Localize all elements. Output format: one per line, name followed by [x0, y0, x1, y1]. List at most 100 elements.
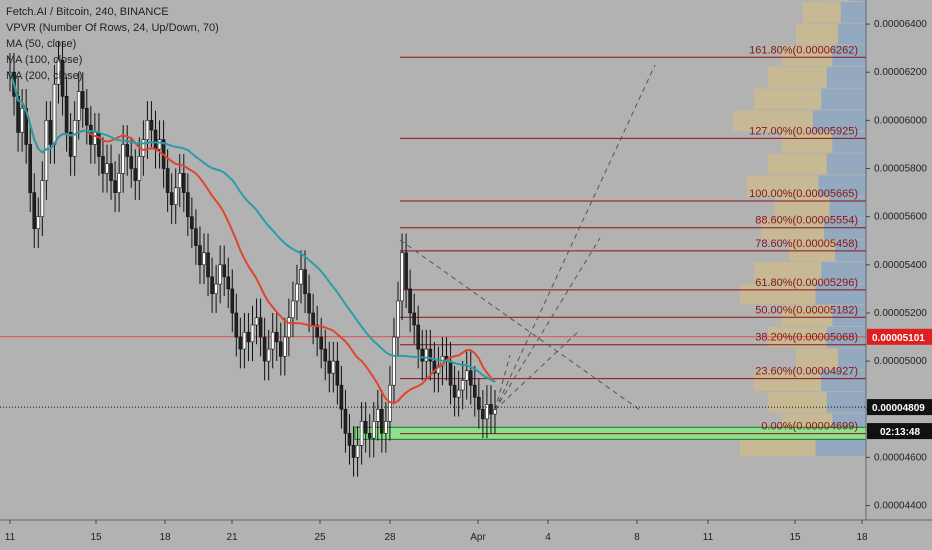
candle-body[interactable]: [186, 192, 190, 217]
candle-body[interactable]: [218, 264, 222, 285]
candle-body[interactable]: [258, 317, 263, 338]
candle-body[interactable]: [214, 283, 218, 295]
candle-body[interactable]: [343, 408, 348, 434]
candle-body[interactable]: [412, 312, 416, 326]
indicator-ma100[interactable]: MA (100, close): [6, 54, 83, 66]
candle-body[interactable]: [226, 276, 231, 290]
candle-body[interactable]: [278, 341, 283, 357]
candle-body[interactable]: [295, 283, 299, 302]
candle-body[interactable]: [117, 173, 121, 193]
candle-body[interactable]: [20, 108, 24, 133]
candle-body[interactable]: [299, 269, 303, 285]
candle-body[interactable]: [145, 120, 150, 140]
candle-body[interactable]: [448, 360, 453, 386]
candle-body[interactable]: [190, 216, 194, 230]
candle-body[interactable]: [32, 192, 37, 230]
candle-body[interactable]: [141, 139, 146, 157]
candle-body[interactable]: [489, 404, 493, 415]
candle-body[interactable]: [303, 269, 307, 295]
candle-body[interactable]: [121, 144, 125, 174]
candle-body[interactable]: [242, 331, 247, 350]
candle-body[interactable]: [420, 348, 425, 362]
candle-body[interactable]: [93, 132, 97, 145]
candle-body[interactable]: [481, 408, 485, 420]
candle-body[interactable]: [173, 187, 178, 205]
candle-body[interactable]: [347, 433, 352, 446]
candle-body[interactable]: [355, 445, 360, 458]
candle-body[interactable]: [36, 216, 41, 230]
candle-body[interactable]: [477, 396, 481, 410]
candle-body[interactable]: [335, 360, 340, 386]
candle-body[interactable]: [24, 108, 28, 145]
indicator-vpvr[interactable]: VPVR (Number Of Rows, 24, Up/Down, 70): [6, 22, 219, 34]
candle-body[interactable]: [64, 95, 69, 133]
candle-body[interactable]: [416, 324, 421, 350]
candle-body[interactable]: [48, 120, 53, 145]
candle-body[interactable]: [396, 300, 400, 338]
candle-body[interactable]: [198, 245, 202, 266]
candle-body[interactable]: [460, 380, 465, 391]
candle-body[interactable]: [246, 331, 251, 343]
candle-body[interactable]: [424, 348, 429, 362]
candle-body[interactable]: [177, 173, 182, 189]
candle-body[interactable]: [452, 384, 457, 398]
candle-body[interactable]: [222, 264, 227, 278]
candle-body[interactable]: [468, 370, 473, 386]
candle-body[interactable]: [327, 360, 332, 374]
candle-body[interactable]: [56, 59, 61, 85]
candle-body[interactable]: [202, 252, 206, 266]
candle-body[interactable]: [339, 384, 344, 410]
candle-body[interactable]: [210, 276, 214, 295]
candle-body[interactable]: [287, 317, 291, 338]
candle-body[interactable]: [375, 408, 380, 422]
candle-body[interactable]: [206, 252, 210, 278]
candle-body[interactable]: [60, 59, 65, 97]
candle-body[interactable]: [238, 336, 243, 350]
candle-body[interactable]: [234, 312, 239, 338]
indicator-ma50[interactable]: MA (50, close): [6, 38, 77, 50]
candle-body[interactable]: [68, 132, 73, 157]
candle-body[interactable]: [432, 360, 437, 374]
candle-body[interactable]: [80, 91, 85, 109]
candle-body[interactable]: [72, 120, 77, 157]
candle-body[interactable]: [392, 336, 396, 386]
candle-body[interactable]: [153, 129, 158, 150]
candle-body[interactable]: [254, 317, 259, 326]
candle-body[interactable]: [291, 300, 295, 319]
candle-body[interactable]: [270, 331, 275, 350]
candle-body[interactable]: [165, 168, 170, 193]
candle-body[interactable]: [408, 288, 412, 314]
candle-body[interactable]: [181, 173, 186, 193]
candle-body[interactable]: [274, 331, 279, 343]
candle-body[interactable]: [84, 108, 89, 126]
candle-body[interactable]: [428, 348, 433, 362]
candle-body[interactable]: [40, 180, 45, 217]
candle-body[interactable]: [380, 408, 384, 434]
candle-body[interactable]: [149, 120, 154, 131]
candle-body[interactable]: [384, 420, 388, 434]
candle-body[interactable]: [363, 420, 368, 434]
candle-body[interactable]: [76, 91, 81, 121]
candle-body[interactable]: [311, 312, 315, 326]
candle-body[interactable]: [331, 360, 336, 374]
indicator-ma200[interactable]: MA (200, close): [6, 70, 83, 82]
candle-body[interactable]: [400, 252, 404, 302]
candle-body[interactable]: [113, 180, 117, 193]
candle-body[interactable]: [230, 288, 235, 314]
candle-body[interactable]: [194, 228, 198, 246]
candle-body[interactable]: [307, 293, 311, 314]
candle-body[interactable]: [323, 348, 328, 362]
candle-body[interactable]: [109, 163, 113, 181]
candle-body[interactable]: [250, 324, 255, 343]
candle-body[interactable]: [133, 168, 138, 181]
candle-body[interactable]: [101, 156, 105, 174]
candle-body[interactable]: [485, 404, 489, 420]
candle-body[interactable]: [456, 389, 461, 398]
candle-body[interactable]: [52, 83, 57, 145]
candle-body[interactable]: [266, 348, 271, 362]
candle-body[interactable]: [371, 420, 376, 439]
candle-body[interactable]: [464, 370, 469, 381]
candle-body[interactable]: [28, 144, 33, 193]
